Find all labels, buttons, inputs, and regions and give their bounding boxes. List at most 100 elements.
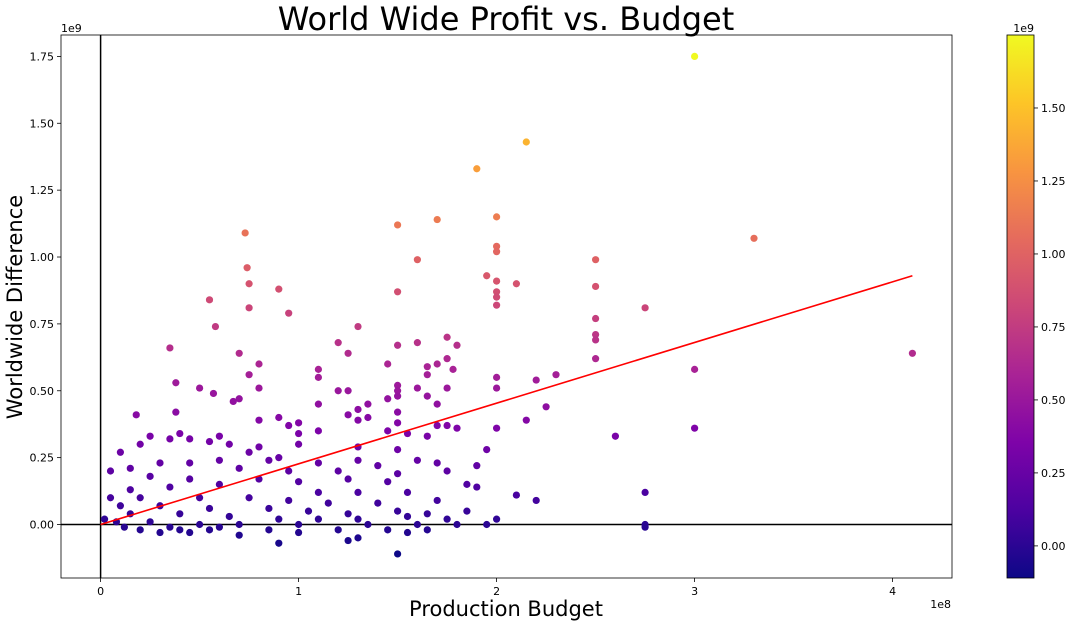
scatter-point [241, 229, 249, 237]
scatter-point [493, 213, 501, 221]
scatter-point [592, 336, 600, 344]
scatter-point [265, 526, 273, 534]
scatter-point [106, 467, 115, 475]
plot-frame [60, 34, 953, 579]
scatter-point [473, 483, 481, 491]
scatter-point [146, 432, 154, 440]
scatter-point [384, 526, 392, 534]
scatter-point [156, 528, 164, 537]
scatter-point [265, 504, 273, 513]
scatter-point [166, 483, 174, 491]
scatter-point [196, 520, 204, 529]
scatter-point [295, 440, 303, 448]
x-tick-label: 2 [493, 585, 500, 598]
scatter-point [186, 475, 194, 483]
scatter-point [186, 459, 194, 467]
scatter-point [275, 413, 283, 422]
scatter-point [215, 480, 223, 488]
scatter-point [209, 389, 218, 398]
scatter-point [473, 462, 481, 470]
scatter-point [413, 456, 421, 464]
trend-line-group [100, 274, 913, 526]
scatter-point [374, 499, 382, 507]
x-axis-ticks: 0 1 2 3 4 [97, 578, 896, 598]
scatter-point [136, 494, 144, 502]
scatter-point [334, 387, 342, 395]
scatter-point [255, 443, 263, 451]
scatter-point [493, 424, 501, 432]
scatter-point [295, 520, 303, 529]
scatter-point [453, 341, 461, 349]
scatter-point [235, 531, 243, 539]
scatter-point [394, 288, 402, 296]
scatter-point [493, 288, 501, 296]
scatter-point [443, 384, 451, 392]
scatter-point [243, 264, 251, 272]
scatter-point [512, 491, 521, 499]
scatter-point [106, 494, 115, 502]
scatter-point [443, 421, 451, 430]
scatter-point [394, 470, 402, 478]
scatter-point [285, 309, 293, 317]
y-tick-label: 1.75 [30, 50, 55, 63]
scatter-point [413, 256, 421, 264]
x-axis-label: Production Budget [409, 597, 603, 621]
scatter-point [394, 387, 402, 395]
scatter-point [354, 456, 362, 464]
scatter-point [691, 52, 699, 60]
scatter-point [493, 242, 501, 250]
scatter-point [750, 234, 758, 242]
scatter-point [205, 526, 214, 534]
colorbar-tick-label: 1.00 [1041, 248, 1066, 261]
scatter-point [285, 467, 293, 475]
x-offset-label: 1e8 [930, 598, 951, 611]
scatter-point [483, 520, 491, 529]
scatter-point [285, 496, 293, 505]
scatter-point [423, 392, 431, 400]
scatter-point [136, 526, 144, 534]
scatter-point [344, 475, 352, 483]
scatter-point [641, 304, 649, 312]
scatter-point [314, 427, 322, 435]
scatter-points [100, 52, 917, 558]
scatter-point [176, 510, 184, 518]
scatter-point [433, 360, 441, 368]
scatter-point [592, 314, 600, 323]
colorbar-tick-label: 1.50 [1041, 102, 1066, 115]
x-tick-label: 3 [691, 585, 698, 598]
scatter-point [413, 339, 421, 347]
scatter-point [483, 272, 491, 280]
scatter-point [413, 384, 421, 392]
scatter-point [245, 494, 253, 502]
scatter-point [235, 349, 243, 357]
scatter-point [403, 488, 412, 497]
scatter-point [433, 215, 441, 224]
colorbar-tick-label: 0.50 [1041, 394, 1066, 407]
scatter-point [314, 515, 322, 523]
scatter-point [354, 416, 362, 424]
scatter-point [423, 371, 431, 379]
scatter-point [552, 371, 560, 379]
scatter-point [394, 446, 402, 454]
scatter-point [172, 379, 180, 387]
scatter-point [344, 387, 352, 395]
scatter-point [423, 432, 431, 440]
scatter-point [304, 507, 313, 515]
scatter-point [314, 373, 322, 381]
scatter-point [449, 365, 457, 373]
colorbar-offset-label: 1e9 [1013, 22, 1034, 35]
scatter-point [522, 138, 530, 146]
scatter-point [394, 419, 402, 427]
scatter-point [483, 446, 491, 454]
scatter-point [542, 403, 550, 411]
scatter-point [493, 277, 501, 285]
scatter-point [166, 344, 174, 352]
scatter-point [463, 480, 471, 488]
scatter-point [433, 496, 441, 505]
scatter-point [433, 400, 441, 408]
scatter-point [265, 456, 273, 464]
scatter-point [453, 424, 461, 432]
scatter-point [493, 373, 501, 381]
scatter-point [394, 507, 402, 515]
x-tick-label: 4 [889, 585, 896, 598]
